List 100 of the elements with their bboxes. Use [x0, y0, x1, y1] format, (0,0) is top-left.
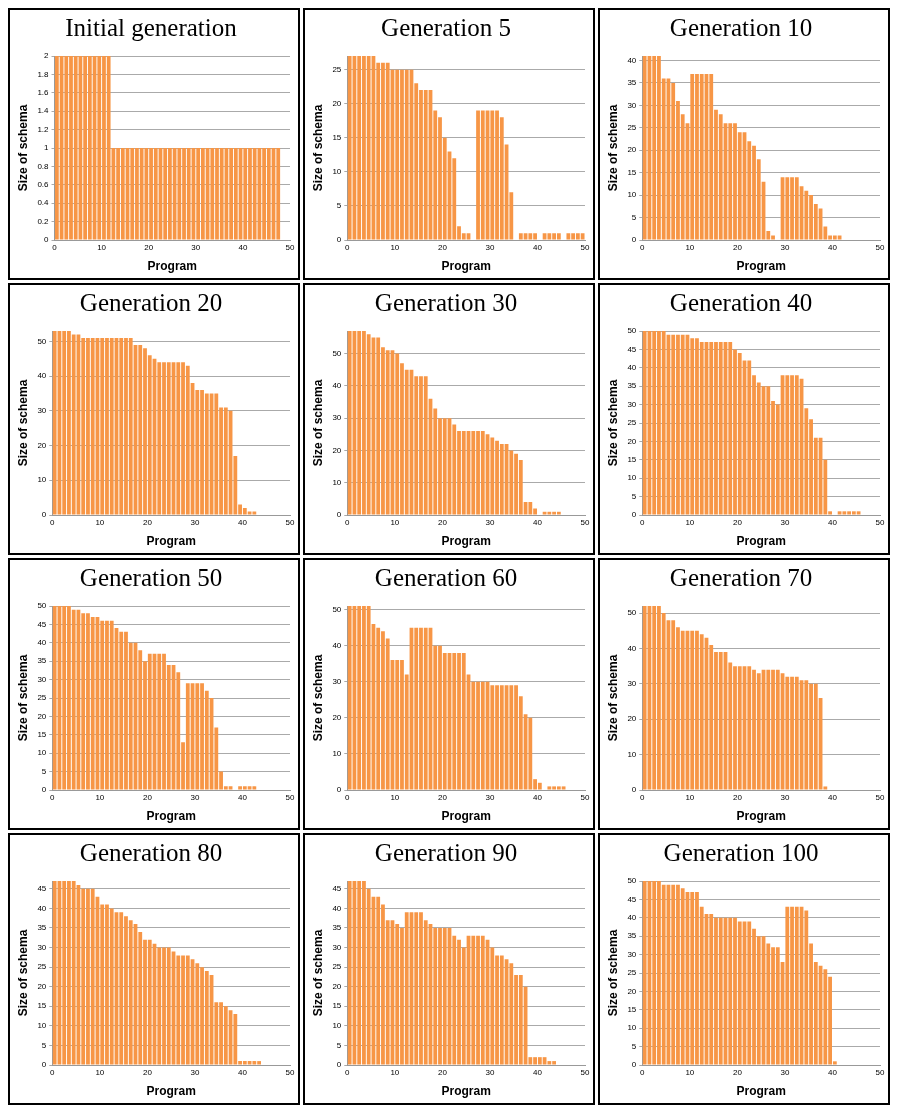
bar	[680, 888, 685, 1065]
y-axis-title: Size of schema	[310, 654, 325, 742]
bar	[528, 233, 533, 240]
y-tick-label: 20	[627, 145, 637, 155]
y-tick-label: 30	[37, 674, 47, 684]
x-tick-label: 40	[238, 1068, 248, 1077]
y-axis-title: Size of schema	[605, 929, 620, 1017]
y-tick-label: 35	[37, 923, 47, 933]
bar	[728, 917, 733, 1065]
bar	[856, 511, 861, 515]
bar	[176, 955, 181, 1065]
x-tick-label: 30	[780, 518, 790, 527]
y-tick-label: 20	[37, 711, 47, 721]
y-axis-title: Size of schema	[15, 654, 30, 742]
bar	[195, 963, 200, 1065]
y-tick-label: 50	[332, 604, 342, 614]
x-tick-label: 50	[580, 793, 590, 802]
y-tick-label: 25	[332, 64, 342, 74]
y-axis-title: Size of schema	[605, 379, 620, 467]
bar	[766, 669, 771, 790]
x-tick-label: 30	[190, 793, 200, 802]
bar	[556, 233, 561, 240]
x-axis-title: Program	[736, 1084, 786, 1099]
y-tick-label: 0	[336, 235, 342, 245]
bar	[214, 393, 219, 515]
y-axis-title: Size of schema	[15, 379, 30, 467]
x-tick-label: 30	[780, 243, 790, 252]
bar	[81, 337, 86, 515]
y-tick-label: 40	[332, 640, 342, 650]
bar	[176, 362, 181, 515]
y-tick-label: 10	[332, 749, 342, 759]
bar	[242, 508, 247, 515]
bar	[423, 90, 428, 240]
y-tick-label: 1.4	[37, 106, 50, 116]
bar	[90, 888, 95, 1065]
bar	[109, 337, 114, 515]
y-axis-title: Size of schema	[605, 104, 620, 192]
bar	[728, 342, 733, 515]
y-tick-label: 25	[332, 962, 342, 972]
y-tick-label: 35	[332, 923, 342, 933]
y-tick-label: 50	[627, 326, 637, 336]
y-axis-title: Size of schema	[15, 104, 30, 192]
y-axis-title: Size of schema	[310, 379, 325, 467]
y-tick-label: 5	[631, 1041, 637, 1051]
y-tick-label: 30	[627, 679, 637, 689]
chart-title: Generation 50	[79, 563, 223, 591]
bar	[376, 337, 381, 515]
bar	[499, 443, 504, 515]
bar	[518, 974, 523, 1065]
bar	[699, 634, 704, 790]
bar	[785, 906, 790, 1065]
bar	[518, 233, 523, 240]
bar	[813, 683, 818, 790]
bar	[166, 947, 171, 1065]
bar	[62, 331, 67, 515]
chart-title: Generation 90	[374, 838, 518, 866]
bar	[90, 337, 95, 515]
bar	[509, 685, 514, 790]
bar	[699, 342, 704, 515]
bar	[452, 652, 457, 790]
x-tick-label: 50	[580, 243, 590, 252]
bar	[414, 912, 419, 1065]
bar	[680, 630, 685, 790]
x-tick-label: 30	[485, 518, 495, 527]
bar	[442, 927, 447, 1065]
y-tick-label: 50	[332, 348, 342, 358]
bar	[395, 353, 400, 515]
y-tick-label: 40	[332, 381, 342, 391]
bar	[709, 73, 714, 240]
bar	[718, 917, 723, 1065]
x-axis-title: Program	[146, 1084, 196, 1099]
bar	[804, 910, 809, 1065]
x-axis-title: Program	[441, 1084, 491, 1099]
x-tick-label: 0	[50, 1068, 56, 1077]
x-tick-label: 0	[640, 1068, 646, 1077]
y-tick-label: 5	[631, 491, 637, 501]
x-tick-label: 10	[97, 243, 107, 252]
bar	[81, 613, 86, 790]
bar	[690, 892, 695, 1065]
y-tick-label: 5	[336, 1040, 342, 1050]
bar	[395, 660, 400, 790]
bar	[671, 620, 676, 790]
x-tick-label: 10	[95, 793, 105, 802]
y-tick-label: 20	[37, 440, 47, 450]
y-tick-label: 0	[336, 1060, 342, 1070]
x-tick-label: 40	[533, 793, 543, 802]
bar	[252, 1061, 257, 1065]
x-tick-label: 40	[828, 793, 838, 802]
x-tick-label: 10	[685, 518, 695, 527]
x-tick-label: 20	[732, 793, 743, 802]
y-tick-label: 20	[627, 714, 637, 724]
x-tick-label: 0	[640, 518, 646, 527]
bar	[204, 971, 209, 1065]
x-tick-label: 20	[142, 793, 153, 802]
x-tick-label: 10	[685, 793, 695, 802]
y-tick-label: 15	[627, 1005, 637, 1014]
bar	[247, 1061, 252, 1065]
bar	[366, 606, 371, 790]
y-tick-label: 0	[631, 785, 637, 795]
y-tick-label: 25	[627, 418, 637, 428]
